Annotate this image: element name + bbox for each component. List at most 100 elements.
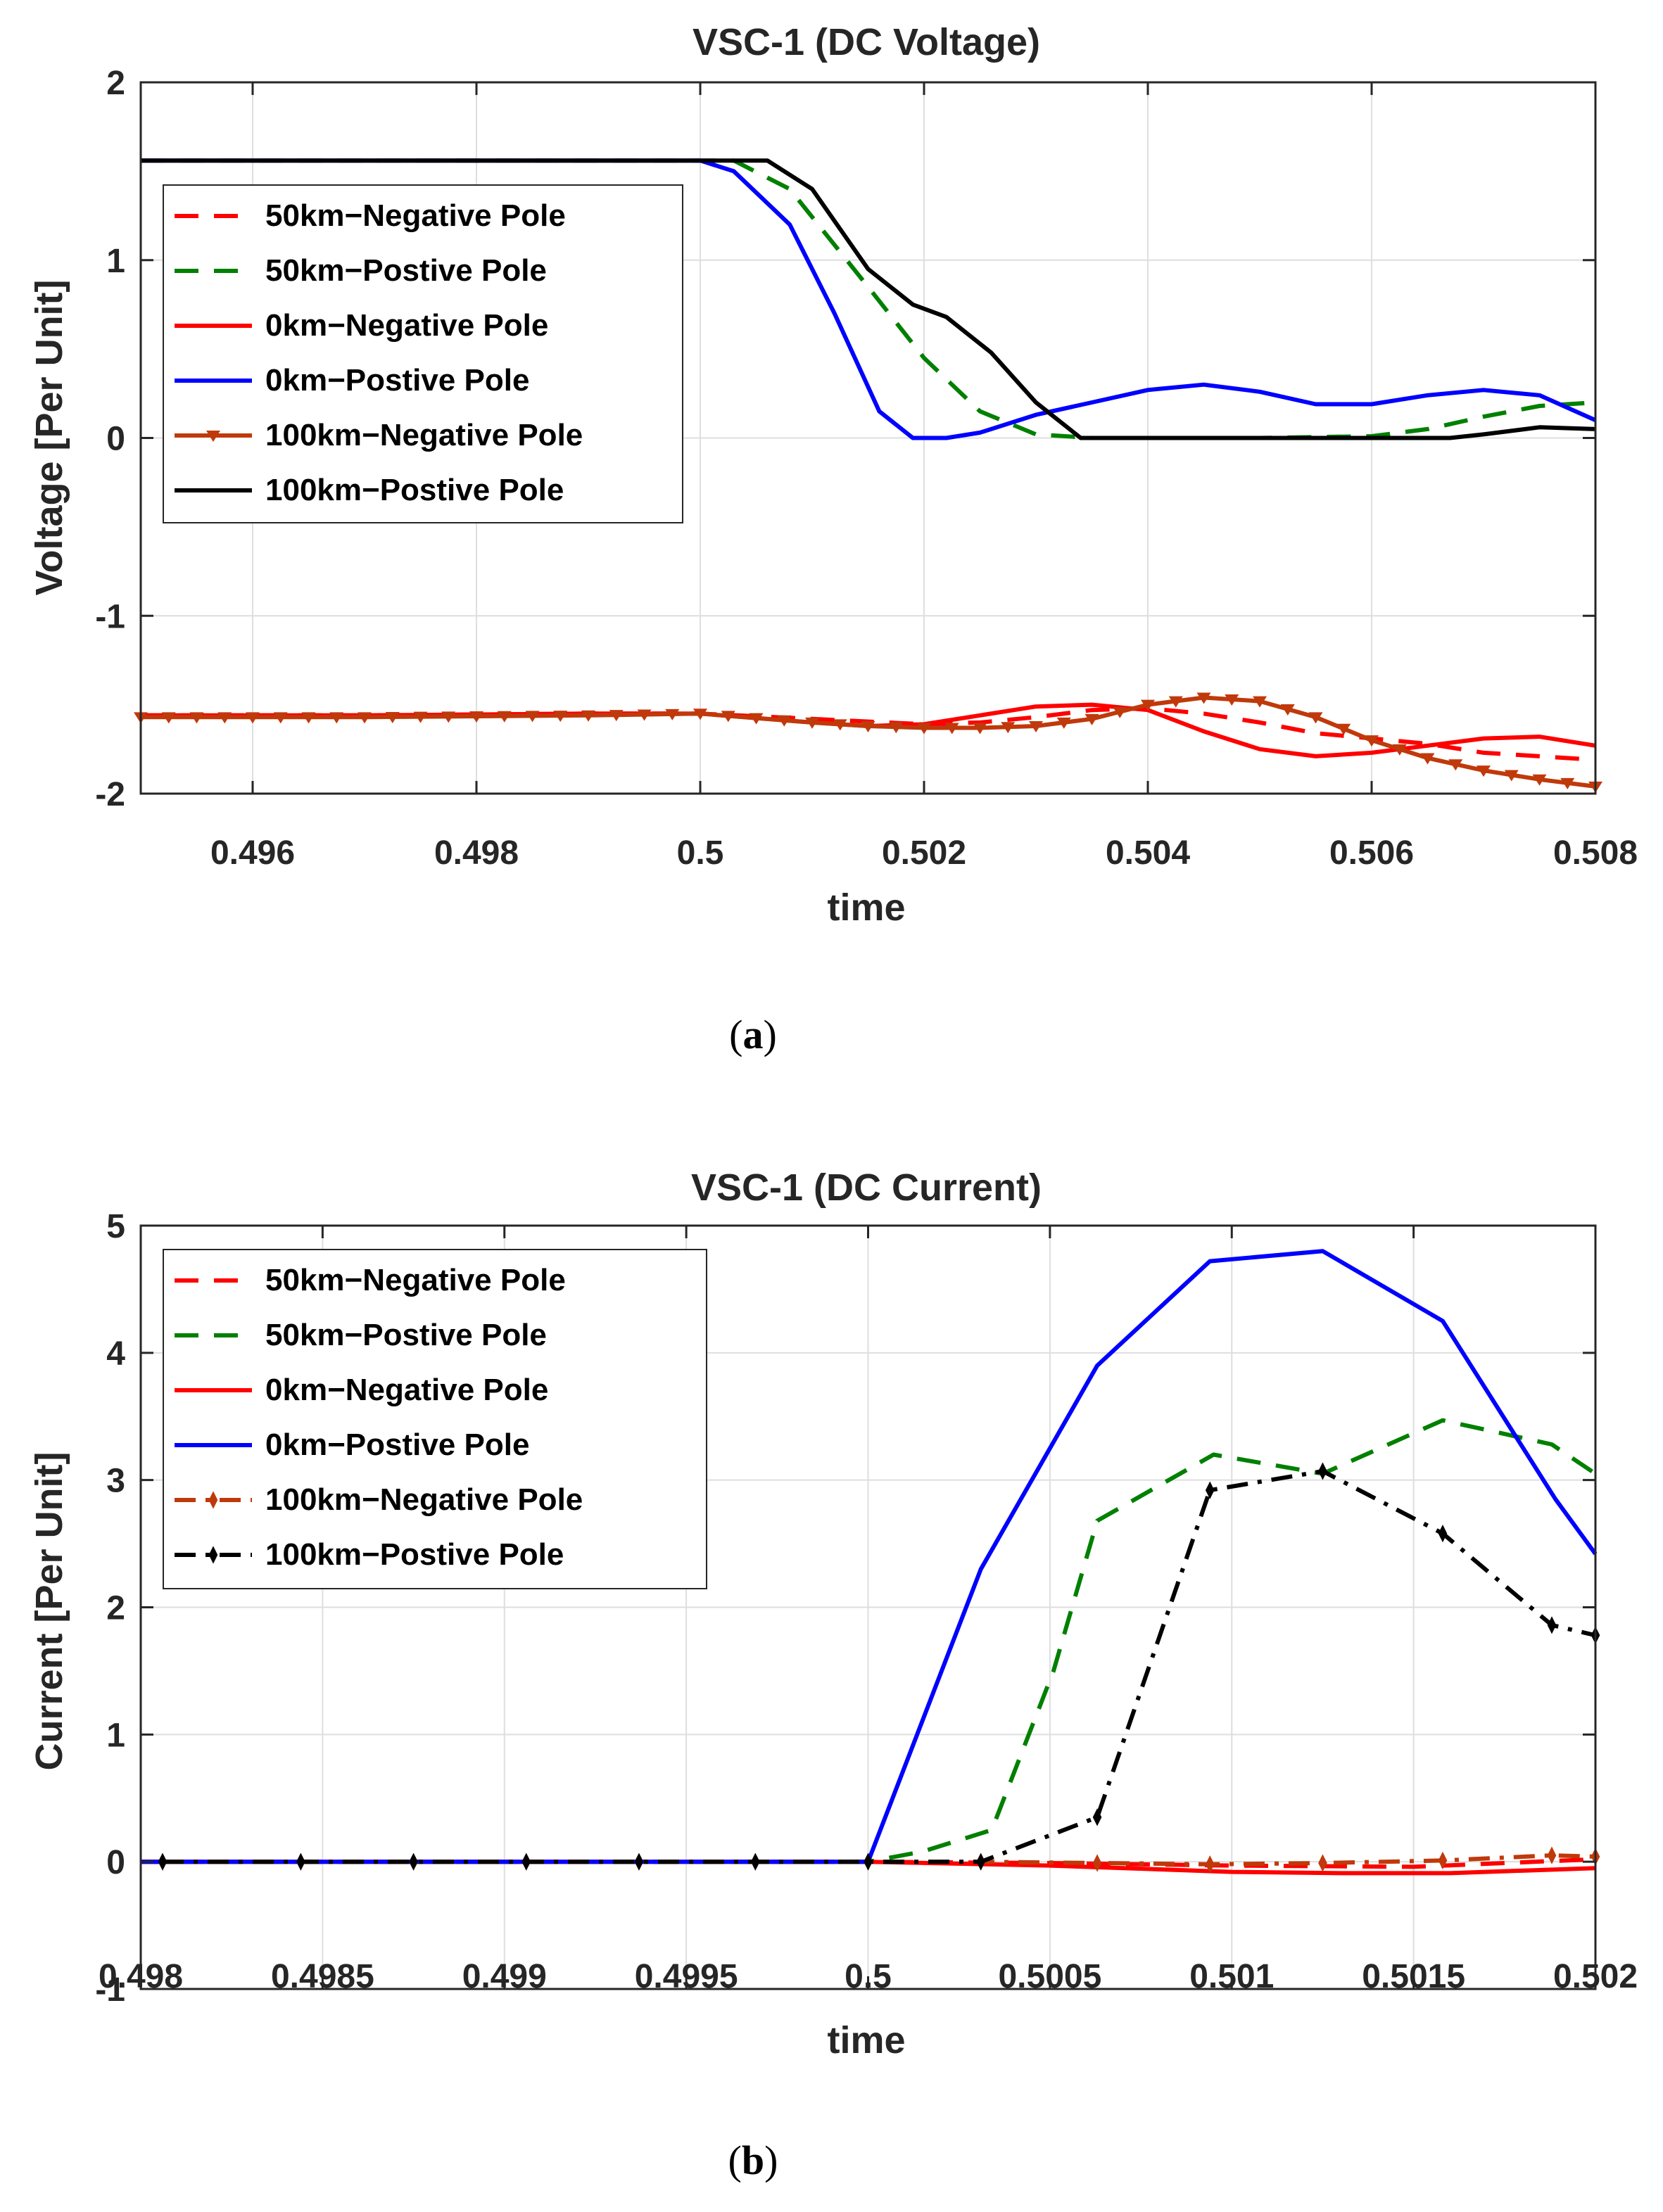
data-point-marker — [944, 723, 959, 735]
legend-label: 0km−Negative Pole — [265, 1373, 548, 1407]
data-point-marker — [1448, 759, 1463, 771]
legend: 50km−Negative Pole 50km−Postive Pole 0km−N… — [163, 184, 683, 523]
data-point-marker — [385, 712, 400, 724]
data-point-marker — [833, 719, 847, 731]
y-tick-label: 0 — [106, 421, 125, 458]
series-line — [141, 158, 1597, 440]
panel-caption: (a) — [729, 1012, 777, 1057]
legend: 50km−Negative Pole 50km−Postive Pole 0km−N… — [163, 1249, 707, 1589]
axis-ticks: 0.496 0.498 0.5 0.502 0.504 0.506 0.508 -2 -1 0 1 2 — [95, 65, 1638, 872]
data-point-marker — [1365, 735, 1379, 747]
data-point-marker — [751, 1852, 760, 1871]
data-point-marker — [1196, 692, 1211, 704]
x-tick-label: 0.504 — [1106, 834, 1190, 872]
data-point-marker — [189, 712, 204, 724]
data-point-marker — [1225, 694, 1239, 706]
chart-title: VSC-1 (DC Current) — [691, 1167, 1042, 1209]
data-point-marker — [1392, 744, 1407, 756]
data-point-marker — [1560, 777, 1575, 789]
x-tick-label: 0.5 — [677, 834, 724, 872]
data-point-marker — [469, 711, 483, 723]
data-point-marker — [158, 1852, 167, 1871]
data-point-marker — [777, 715, 792, 727]
data-point-marker — [208, 1546, 218, 1564]
legend-label: 50km−Postive Pole — [265, 253, 547, 288]
data-point-marker — [358, 712, 372, 724]
data-point-marker — [161, 712, 176, 724]
data-point-marker — [1085, 713, 1099, 725]
data-point-marker — [1056, 717, 1071, 729]
data-point-marker — [1477, 765, 1491, 777]
x-tick-label: 0.508 — [1553, 834, 1638, 872]
y-tick-label: 2 — [106, 1590, 125, 1627]
legend-label: 100km−Postive Pole — [265, 473, 564, 507]
data-point-marker — [301, 712, 316, 724]
data-point-marker — [1253, 696, 1267, 708]
y-tick-label: 2 — [106, 65, 125, 102]
data-point-marker — [1336, 723, 1351, 735]
legend-box — [163, 1249, 707, 1589]
data-point-marker — [1029, 720, 1043, 732]
x-tick-label: 0.501 — [1189, 1958, 1274, 1995]
legend-label: 50km−Negative Pole — [265, 198, 566, 233]
voltage-chart: VSC-1 (DC Voltage) 0.496 0.498 0.5 0.502 0.5… — [28, 21, 1638, 1057]
data-point-marker — [1168, 696, 1183, 708]
data-point-marker — [1318, 1462, 1327, 1480]
data-point-marker — [973, 723, 987, 735]
data-point-marker — [1092, 1808, 1102, 1826]
data-point-marker — [1113, 706, 1127, 718]
y-tick-label: 4 — [106, 1335, 125, 1373]
legend-label: 50km−Negative Pole — [265, 1263, 566, 1297]
data-point-marker — [1547, 1616, 1557, 1634]
data-point-marker — [217, 712, 232, 724]
y-tick-label: -1 — [95, 1971, 125, 2009]
data-point-marker — [609, 710, 624, 722]
legend-box — [163, 184, 683, 523]
data-point-marker — [208, 1491, 218, 1509]
data-point-marker — [1205, 1481, 1215, 1499]
data-point-marker — [1001, 722, 1016, 734]
data-point-marker — [637, 709, 652, 721]
y-axis-label: Current [Per Unit] — [28, 1451, 70, 1770]
current-chart: VSC-1 (DC Current) 0.498 0.4985 0.499 0.499… — [28, 1167, 1638, 2183]
y-tick-label: 5 — [106, 1208, 125, 1245]
data-point-marker — [525, 711, 540, 723]
series-lines — [134, 158, 1602, 793]
y-tick-label: 1 — [106, 1717, 125, 1754]
legend-label: 0km−Postive Pole — [265, 363, 529, 398]
data-point-marker — [581, 710, 595, 722]
panel-caption: (b) — [728, 2137, 778, 2183]
data-point-marker — [721, 711, 735, 723]
data-point-marker — [1504, 770, 1519, 782]
y-axis-label: Voltage [Per Unit] — [28, 279, 70, 595]
data-point-marker — [889, 722, 904, 734]
data-point-marker — [665, 708, 680, 720]
data-point-marker — [976, 1852, 985, 1871]
data-point-marker — [749, 713, 764, 725]
data-point-marker — [861, 720, 875, 732]
data-point-marker — [805, 717, 819, 729]
y-tick-label: 3 — [106, 1463, 125, 1500]
legend-label: 100km−Negative Pole — [265, 1482, 583, 1517]
y-tick-label: -1 — [95, 598, 125, 635]
axis-ticks: 0.498 0.4985 0.499 0.4995 0.5 0.5005 0.501 0.50… — [95, 1208, 1638, 2009]
x-tick-label: 0.4985 — [271, 1958, 374, 1995]
data-point-marker — [497, 711, 512, 723]
data-point-marker — [1438, 1525, 1448, 1543]
series-line — [141, 1249, 1598, 1864]
data-point-marker — [1205, 1855, 1215, 1874]
data-point-marker — [273, 712, 288, 724]
x-tick-label: 0.5 — [845, 1958, 892, 1995]
legend-label: 50km−Postive Pole — [265, 1318, 547, 1352]
data-point-marker — [441, 711, 456, 723]
chart-title: VSC-1 (DC Voltage) — [693, 21, 1040, 63]
legend-label: 0km−Postive Pole — [265, 1428, 529, 1462]
x-tick-label: 0.5005 — [998, 1958, 1101, 1995]
data-point-marker — [1532, 774, 1547, 786]
series-line — [141, 158, 1596, 440]
x-tick-label: 0.498 — [434, 834, 519, 872]
data-point-marker — [1141, 699, 1155, 711]
data-point-marker — [329, 712, 344, 724]
x-axis-label: time — [827, 886, 905, 929]
